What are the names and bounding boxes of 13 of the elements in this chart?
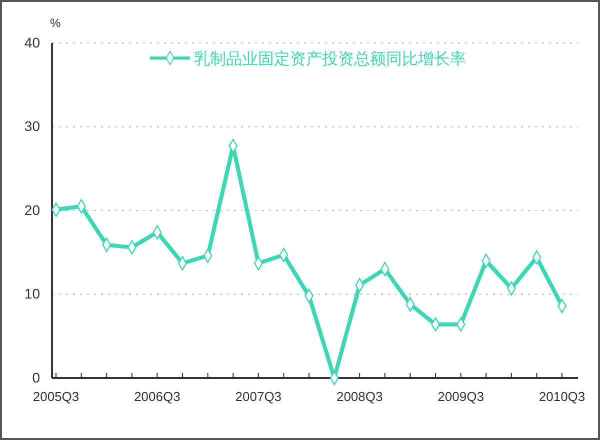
y-tick-label: 30 (24, 118, 40, 134)
x-tick-label: 2008Q3 (336, 389, 383, 404)
x-tick-label: 2009Q3 (438, 389, 484, 404)
y-tick-label: 0 (32, 369, 40, 386)
x-tick-label: 2007Q3 (235, 389, 282, 404)
y-tick-label: 40 (24, 34, 40, 50)
x-tick-label: 2006Q3 (134, 389, 180, 404)
y-tick-label: 10 (24, 286, 40, 302)
x-tick-label: 2005Q3 (32, 389, 80, 404)
legend-label: 乳制品业固定资产投资总额同比增长率 (194, 50, 466, 68)
y-axis-title: % (50, 16, 61, 30)
y-tick-label: 20 (24, 202, 40, 218)
x-tick-label: 2010Q3 (538, 389, 586, 404)
